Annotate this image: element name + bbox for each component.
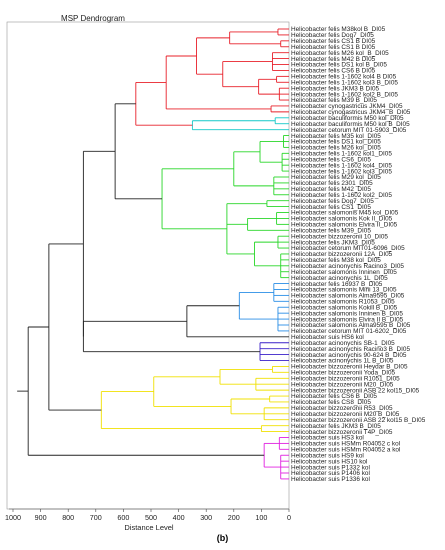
leaf-label: Helicobacter felis CS1_DI05 bbox=[291, 204, 371, 211]
leaf-label: Helicobacter acinonychis Racino3 B_DI05 bbox=[291, 346, 410, 353]
leaf-label: Helicobacter felis 2301_DI05 bbox=[291, 180, 373, 187]
leaf-label: Helicobacter felis 1-1602 kol3_DI05 bbox=[291, 168, 392, 175]
x-tick-label: 200 bbox=[228, 513, 240, 522]
leaf-label: Helicobacter bizzozeronii R53_DI05 bbox=[291, 405, 393, 412]
leaf-label: Helicobacter acinonychis 1L B_DI05 bbox=[291, 358, 394, 365]
x-tick-label: 0 bbox=[287, 513, 291, 522]
leaf-label: Helicobacter suis HS6 kol bbox=[291, 334, 364, 341]
leaf-label: Helicobacter acinonychis 90-624 B_DI05 bbox=[291, 352, 407, 359]
leaf-label: Helicobacter felis M38 kol_DI05 bbox=[291, 257, 381, 264]
dendrogram-branches bbox=[17, 28, 289, 480]
leaf-label: Helicobacter salomonis Alma9595_DI05 bbox=[291, 293, 405, 300]
leaf-label: Helicobacter felis CS8_DI05 bbox=[291, 399, 371, 406]
leaf-label: Helicobacter salomonis Alma9595 B_DI05 bbox=[291, 322, 411, 329]
leaf-label: Helicobacter felis M42 B DI05 bbox=[291, 56, 376, 63]
leaf-label: Helicobacter felis 1-1602 kol4 B DI05 bbox=[291, 74, 397, 81]
leaf-label: Helicobacter baculiformis M50 kol B_DI05 bbox=[291, 121, 410, 128]
leaf-label: Helicobacter felis M35 kol_DI05 bbox=[291, 133, 381, 140]
x-tick-label: 400 bbox=[173, 513, 185, 522]
leaf-label: Helicobacter felis CS6_DI05 bbox=[291, 156, 371, 163]
x-axis-label: Distance Level bbox=[124, 523, 174, 531]
leaf-label: Helicobacter bizzozeronii ASB 22 kol15_D… bbox=[291, 387, 420, 394]
leaf-label: Helicobacter suis HSMm R04052 a kol bbox=[291, 447, 400, 454]
leaf-label: Helicobacter felis 1-1602 kol2_DI05 bbox=[291, 192, 392, 199]
leaf-label: Helicobacter salomonis Kok II_DI05 bbox=[291, 216, 393, 223]
leaf-label: Helicobacter suis P1406 kol bbox=[291, 470, 370, 477]
leaf-label: Helicobacter felis CS1 B DI05 bbox=[291, 44, 376, 51]
leaf-label: Helicobacter bizzozeronii T4P_DI05 bbox=[291, 429, 393, 436]
x-tick-label: 1000 bbox=[5, 513, 21, 522]
leaf-label: Helicobacter felis M42_DI05 bbox=[291, 186, 371, 193]
x-axis: 1000 900 800 700 600 500 400 300 200 100 0 bbox=[5, 508, 291, 522]
figure-caption: (b) bbox=[216, 533, 229, 543]
leaf-label: Helicobacter felis M26 kol_B_DI05 bbox=[291, 50, 389, 57]
leaf-label: Helicobacter suis HS10 kol bbox=[291, 458, 367, 465]
leaf-label: Helicobacter cetorum MIT 01-6202_DI05 bbox=[291, 328, 407, 335]
leaf-label: Helicobacter salomonis M45 kol_DI05 bbox=[291, 210, 399, 217]
leaf-label: Helicobacter felis CS1 B DI05 bbox=[291, 38, 376, 45]
leaf-label: Helicobacter acinonychis SB-1_DI05 bbox=[291, 340, 395, 347]
leaf-labels: Helicobacter felis M38kol B_DI05Helicoba… bbox=[291, 26, 426, 483]
leaf-label: Helicobacter cetorum MIT01-6096_DI05 bbox=[291, 245, 405, 252]
x-tick-label: 900 bbox=[35, 513, 47, 522]
leaf-label: Helicobacter suis HS3 kol bbox=[291, 435, 364, 442]
leaf-label: Helicobacter suis HSMm R04052 c kol bbox=[291, 441, 400, 448]
leaf-label: Helicobacter felis JKM3 B DI05 bbox=[291, 85, 380, 92]
leaf-label: Helicobacter felis 16937 B_DI05 bbox=[291, 281, 383, 288]
leaf-label: Helicobacter felis M38kol B_DI05 bbox=[291, 26, 386, 33]
leaf-label: Helicobacter bizzozeronii 12A_DI05 bbox=[291, 251, 393, 258]
leaf-label: Helicobacter suis P1336 kol bbox=[291, 476, 370, 483]
dendrogram-window: MSP Dendrogram Helicobacter felis M38kol… bbox=[3, 4, 441, 532]
leaf-label: Helicobacter baculiformis M50 kol_DI05 bbox=[291, 115, 404, 122]
leaf-label: Helicobacter felis JKM3_DI05 bbox=[291, 239, 375, 246]
leaf-label: Helicobacter salomonis Inninen_DI05 bbox=[291, 269, 397, 276]
leaf-label: Helicobacter suis HS9 kol bbox=[291, 452, 364, 459]
leaf-label: Helicobacter felis CS6 B DI05 bbox=[291, 68, 376, 75]
leaf-label: Helicobacter bizzozeronii M20_DI05 bbox=[291, 381, 394, 388]
leaf-label: Helicobacter felis M39_DI05 bbox=[291, 227, 371, 234]
x-tick-label: 100 bbox=[255, 513, 267, 522]
x-tick-label: 600 bbox=[117, 513, 129, 522]
leaf-label: Helicobacter felis Dog7_DI05 bbox=[291, 32, 374, 39]
leaf-label: Helicobacter bizzozeronii M20 B_DI05 bbox=[291, 411, 400, 418]
leaf-label: Helicobacter salomonis Inninen B_DI05 bbox=[291, 310, 403, 317]
leaf-label: Helicobacter felis 1-1602 kol4_DI05 bbox=[291, 162, 392, 169]
leaf-label: Helicobacter felis 1-1602 kol1_DI05 bbox=[291, 151, 392, 158]
leaf-label: Helicobacter salomonis Elvira II B_DI05 bbox=[291, 316, 404, 323]
leaf-label: Helicobacter felis DS1 kol_DI05 bbox=[291, 139, 381, 146]
leaf-label: Helicobacter bizzozeronii ASB 22 kol15 B… bbox=[291, 417, 426, 424]
leaf-label: Helicobacter felis DS1 kol B_DI05 bbox=[291, 62, 387, 69]
leaf-label: Helicobacter suis P1332 kol bbox=[291, 464, 370, 471]
leaf-label: Helicobacter salomonis Mini 13_DI05 bbox=[291, 287, 397, 294]
leaf-label: Helicobacter bizzozeronii 10_DI05 bbox=[291, 233, 388, 240]
x-tick-label: 300 bbox=[200, 513, 212, 522]
x-tick-label: 800 bbox=[62, 513, 74, 522]
leaf-label: Helicobacter cetorum MIT 01-5903_DI05 bbox=[291, 127, 407, 134]
leaf-label: Helicobacter felis 1-1602 kol3 B_DI05 bbox=[291, 79, 398, 86]
leaf-label: Helicobacter cynogastricus JKM4_B_DI05 bbox=[291, 109, 411, 116]
leaf-label: Helicobacter salomonis Kokill B_DI05 bbox=[291, 304, 398, 311]
leaf-label: Helicobacter salomonis Elvira II_DI05 bbox=[291, 222, 398, 229]
leaf-label: Helicobacter salomonis R1053_DI05 bbox=[291, 299, 395, 306]
window-title: MSP Dendrogram bbox=[61, 14, 125, 23]
leaf-label: Helicobacter bizzozeronii Yoda_DI05 bbox=[291, 370, 396, 377]
leaf-label: Helicobacter felis JKM3 B_DI05 bbox=[291, 423, 381, 430]
leaf-label: Helicobacter bizzozeronii Heydar B_DI05 bbox=[291, 364, 408, 371]
leaf-label: Helicobacter felis 1-1602 kol2 B_DI05 bbox=[291, 91, 398, 98]
leaf-label: Helicobacter acinonychis Racino3_DI05 bbox=[291, 263, 404, 270]
leaf-label: Helicobacter felis M39 B_DI05 bbox=[291, 97, 377, 104]
x-tick-label: 500 bbox=[145, 513, 157, 522]
leaf-label: Helicobacter acinonychis 1L_DI05 bbox=[291, 275, 388, 282]
leaf-label: Helicobacter felis Dog7_DI05 bbox=[291, 198, 374, 205]
leaf-label: Helicobacter felis M26 kol_DI05 bbox=[291, 145, 381, 152]
leaf-label: Helicobacter felis CS6 B_DI05 bbox=[291, 393, 377, 400]
x-tick-label: 700 bbox=[90, 513, 102, 522]
leaf-label: Helicobacter felis M29 kol_DI05 bbox=[291, 174, 381, 181]
leaf-label: Helicobacter cynogastricus JKM4_DI05 bbox=[291, 103, 403, 110]
leaf-label: Helicobacter bizzozeronii R1051_DI05 bbox=[291, 375, 400, 382]
dendrogram-plot: Helicobacter felis M38kol B_DI05Helicoba… bbox=[5, 21, 426, 532]
